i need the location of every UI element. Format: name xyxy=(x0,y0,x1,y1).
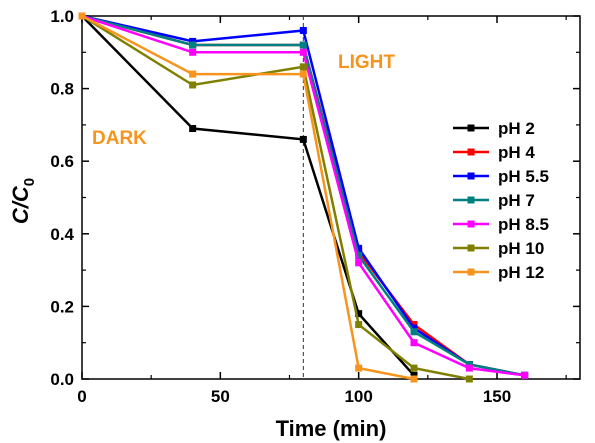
x-axis-title: Time (min) xyxy=(276,416,387,441)
data-point xyxy=(189,70,197,78)
data-point xyxy=(355,244,363,252)
data-point xyxy=(410,339,418,347)
legend-label: pH 12 xyxy=(498,263,544,282)
legend-marker xyxy=(467,244,475,252)
legend-item: pH 10 xyxy=(453,239,544,258)
x-tick-label: 0 xyxy=(77,387,86,406)
y-tick-label: 1.0 xyxy=(50,7,74,26)
data-point xyxy=(355,321,363,329)
legend-marker xyxy=(467,220,475,228)
series-line xyxy=(81,14,470,381)
data-point xyxy=(410,375,418,383)
y-tick-label: 0.0 xyxy=(50,370,74,389)
data-point xyxy=(465,375,473,383)
y-axis-title-main: C/C xyxy=(8,185,33,224)
data-point xyxy=(410,321,418,329)
data-point xyxy=(410,328,418,336)
legend-item: pH 7 xyxy=(453,191,535,210)
annotation-layer: DARK LIGHT xyxy=(92,52,395,149)
y-tick-label: 0.2 xyxy=(50,297,74,316)
data-point xyxy=(299,48,307,56)
annotation-dark: DARK xyxy=(92,128,147,149)
legend: pH 2 pH 4 pH 5.5 pH 7 pH 8.5 pH 10 pH 12 xyxy=(453,119,549,282)
x-tick-label: 50 xyxy=(211,387,230,406)
x-tick-label: 100 xyxy=(344,387,372,406)
legend-item: pH 5.5 xyxy=(453,167,549,186)
x-tick-label: 150 xyxy=(483,387,511,406)
data-point xyxy=(355,310,363,318)
y-tick-label: 0.8 xyxy=(50,80,74,99)
legend-item: pH 12 xyxy=(453,263,544,282)
legend-item: pH 4 xyxy=(453,143,535,162)
data-point xyxy=(299,41,307,49)
data-point xyxy=(410,364,418,372)
data-point xyxy=(355,252,363,260)
data-point xyxy=(465,360,473,368)
data-point xyxy=(410,324,418,332)
legend-item: pH 8.5 xyxy=(453,215,549,234)
series-layer xyxy=(78,12,529,383)
legend-marker xyxy=(467,268,475,276)
data-point xyxy=(521,371,529,379)
data-point xyxy=(78,12,86,20)
plot-area: 0 50 100 150 0.0 0.2 0.4 0.6 0.8 1.0 xyxy=(50,7,581,406)
data-point xyxy=(189,48,197,56)
legend-label: pH 8.5 xyxy=(498,215,549,234)
legend-item: pH 2 xyxy=(453,119,535,138)
y-tick-label: 0.4 xyxy=(50,225,74,244)
y-axis-title-sub: 0 xyxy=(21,178,38,186)
legend-label: pH 10 xyxy=(498,239,544,258)
data-point xyxy=(189,125,197,133)
legend-marker xyxy=(467,196,475,204)
data-point xyxy=(299,70,307,78)
legend-label: pH 2 xyxy=(498,119,535,138)
legend-marker xyxy=(467,172,475,180)
legend-marker xyxy=(467,124,475,132)
data-point xyxy=(189,81,197,89)
legend-label: pH 7 xyxy=(498,191,535,210)
legend-label: pH 4 xyxy=(498,143,535,162)
data-point xyxy=(299,63,307,71)
data-point xyxy=(189,37,197,45)
legend-label: pH 5.5 xyxy=(498,167,549,186)
data-point xyxy=(355,364,363,372)
series-ph-12 xyxy=(78,12,418,383)
data-point xyxy=(355,259,363,267)
data-point xyxy=(189,41,197,49)
annotation-light: LIGHT xyxy=(338,52,395,73)
data-point xyxy=(299,135,307,143)
data-point xyxy=(410,371,418,379)
data-point xyxy=(465,364,473,372)
data-point xyxy=(299,27,307,35)
y-axis-title: C/C0 xyxy=(8,178,38,224)
y-tick-label: 0.6 xyxy=(50,152,74,171)
legend-marker xyxy=(467,148,475,156)
